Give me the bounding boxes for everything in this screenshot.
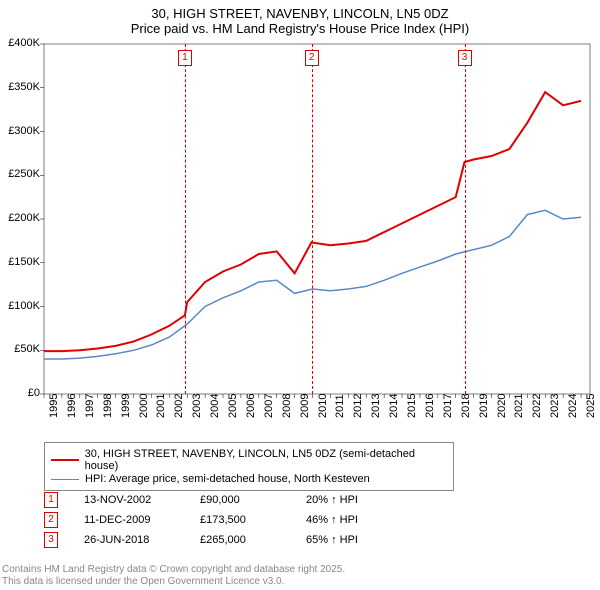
transaction-date: 26-JUN-2018: [84, 534, 174, 546]
x-axis-label: 2022: [531, 394, 543, 418]
y-axis-label: £300K: [0, 125, 40, 137]
title-address: 30, HIGH STREET, NAVENBY, LINCOLN, LN5 0…: [0, 6, 600, 21]
transaction-marker-line: [465, 44, 466, 394]
footer-attribution: Contains HM Land Registry data © Crown c…: [2, 564, 345, 588]
footer-line2: This data is licensed under the Open Gov…: [2, 576, 345, 588]
x-axis-label: 2025: [585, 394, 597, 418]
x-axis-label: 2014: [388, 394, 400, 418]
transaction-marker-line: [312, 44, 313, 394]
x-axis-label: 2018: [460, 394, 472, 418]
y-axis-label: £100K: [0, 300, 40, 312]
transaction-price: £265,000: [200, 534, 280, 546]
legend-swatch: [51, 459, 79, 461]
x-axis-label: 2003: [191, 394, 203, 418]
legend-swatch: [51, 479, 79, 480]
transaction-badge: 2: [44, 512, 58, 528]
x-axis-label: 2001: [155, 394, 167, 418]
x-axis-label: 2004: [209, 394, 221, 418]
y-axis-label: £400K: [0, 37, 40, 49]
title-subtitle: Price paid vs. HM Land Registry's House …: [0, 21, 600, 36]
chart-area: £0£50K£100K£150K£200K£250K£300K£350K£400…: [44, 44, 590, 394]
transaction-row: 1 13-NOV-2002 £90,000 20% ↑ HPI: [44, 492, 396, 508]
transaction-badge: 3: [44, 532, 58, 548]
transaction-marker-badge: 2: [305, 50, 319, 66]
x-axis-label: 2024: [567, 394, 579, 418]
transaction-date: 11-DEC-2009: [84, 514, 174, 526]
transaction-row: 2 11-DEC-2009 £173,500 46% ↑ HPI: [44, 512, 396, 528]
x-axis-label: 1998: [102, 394, 114, 418]
x-axis-label: 2002: [173, 394, 185, 418]
x-axis-label: 2012: [352, 394, 364, 418]
x-axis-label: 2015: [406, 394, 418, 418]
x-axis-label: 2009: [299, 394, 311, 418]
legend-label: 30, HIGH STREET, NAVENBY, LINCOLN, LN5 0…: [85, 448, 447, 472]
x-axis-label: 2006: [245, 394, 257, 418]
y-axis-label: £150K: [0, 256, 40, 268]
x-axis-label: 2017: [442, 394, 454, 418]
transaction-badge: 1: [44, 492, 58, 508]
x-axis-label: 2008: [281, 394, 293, 418]
x-axis-label: 2016: [424, 394, 436, 418]
x-axis-label: 2020: [496, 394, 508, 418]
x-axis-label: 2013: [370, 394, 382, 418]
transaction-price: £90,000: [200, 494, 280, 506]
x-axis-label: 2000: [138, 394, 150, 418]
y-axis-label: £250K: [0, 168, 40, 180]
legend-label: HPI: Average price, semi-detached house,…: [85, 473, 370, 485]
transaction-date: 13-NOV-2002: [84, 494, 174, 506]
x-axis-label: 1997: [84, 394, 96, 418]
x-axis-label: 2010: [317, 394, 329, 418]
x-axis-label: 1996: [66, 394, 78, 418]
x-axis-label: 1995: [48, 394, 60, 418]
y-axis-label: £50K: [0, 343, 40, 355]
chart-container: 30, HIGH STREET, NAVENBY, LINCOLN, LN5 0…: [0, 0, 600, 590]
x-axis-label: 2005: [227, 394, 239, 418]
transaction-pct: 20% ↑ HPI: [306, 494, 396, 506]
transaction-marker-badge: 3: [458, 50, 472, 66]
transactions-table: 1 13-NOV-2002 £90,000 20% ↑ HPI 2 11-DEC-2009…: [44, 488, 396, 552]
legend: 30, HIGH STREET, NAVENBY, LINCOLN, LN5 0…: [44, 442, 454, 491]
transaction-pct: 65% ↑ HPI: [306, 534, 396, 546]
title-block: 30, HIGH STREET, NAVENBY, LINCOLN, LN5 0…: [0, 0, 600, 36]
transaction-marker-line: [185, 44, 186, 394]
transaction-pct: 46% ↑ HPI: [306, 514, 396, 526]
legend-item: 30, HIGH STREET, NAVENBY, LINCOLN, LN5 0…: [51, 448, 447, 472]
x-axis-label: 2011: [334, 394, 346, 418]
x-axis-label: 2021: [513, 394, 525, 418]
y-axis-label: £200K: [0, 212, 40, 224]
legend-item: HPI: Average price, semi-detached house,…: [51, 473, 447, 485]
transaction-marker-badge: 1: [178, 50, 192, 66]
x-axis-label: 2019: [478, 394, 490, 418]
chart-svg: [44, 44, 590, 394]
x-axis-label: 1999: [120, 394, 132, 418]
footer-line1: Contains HM Land Registry data © Crown c…: [2, 564, 345, 576]
y-axis-label: £350K: [0, 81, 40, 93]
x-axis-label: 2007: [263, 394, 275, 418]
x-axis-label: 2023: [549, 394, 561, 418]
transaction-row: 3 26-JUN-2018 £265,000 65% ↑ HPI: [44, 532, 396, 548]
y-axis-label: £0: [0, 387, 40, 399]
transaction-price: £173,500: [200, 514, 280, 526]
